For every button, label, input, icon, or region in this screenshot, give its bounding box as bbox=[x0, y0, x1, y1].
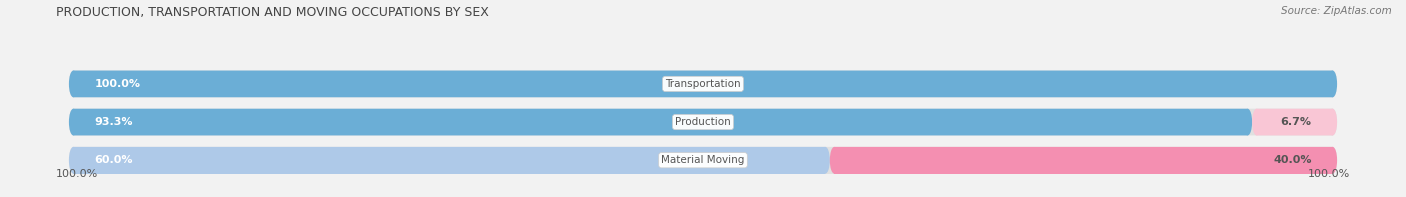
Text: 93.3%: 93.3% bbox=[94, 117, 132, 127]
Bar bbox=[73, 147, 1333, 174]
Ellipse shape bbox=[821, 147, 830, 174]
Bar bbox=[73, 109, 1333, 136]
Text: 100.0%: 100.0% bbox=[56, 169, 98, 179]
Ellipse shape bbox=[1329, 109, 1337, 136]
Bar bbox=[73, 71, 1333, 97]
Text: Source: ZipAtlas.com: Source: ZipAtlas.com bbox=[1281, 6, 1392, 16]
Ellipse shape bbox=[1329, 109, 1337, 136]
Bar bbox=[834, 147, 1333, 174]
FancyBboxPatch shape bbox=[73, 71, 1333, 97]
Ellipse shape bbox=[1329, 147, 1337, 174]
Ellipse shape bbox=[1329, 71, 1337, 97]
Ellipse shape bbox=[69, 147, 77, 174]
Text: 100.0%: 100.0% bbox=[94, 79, 141, 89]
Ellipse shape bbox=[69, 71, 77, 97]
Text: PRODUCTION, TRANSPORTATION AND MOVING OCCUPATIONS BY SEX: PRODUCTION, TRANSPORTATION AND MOVING OC… bbox=[56, 6, 489, 19]
Text: Production: Production bbox=[675, 117, 731, 127]
FancyBboxPatch shape bbox=[73, 109, 1247, 136]
Bar bbox=[73, 147, 825, 174]
Ellipse shape bbox=[1243, 109, 1253, 136]
FancyBboxPatch shape bbox=[73, 147, 1333, 174]
Text: 6.7%: 6.7% bbox=[1281, 117, 1312, 127]
Ellipse shape bbox=[1329, 147, 1337, 174]
FancyBboxPatch shape bbox=[73, 109, 1333, 136]
Ellipse shape bbox=[830, 147, 839, 174]
Text: 60.0%: 60.0% bbox=[94, 155, 132, 165]
FancyBboxPatch shape bbox=[73, 147, 825, 174]
FancyBboxPatch shape bbox=[1257, 109, 1333, 136]
Text: 40.0%: 40.0% bbox=[1274, 155, 1312, 165]
FancyBboxPatch shape bbox=[73, 71, 1333, 97]
Text: Material Moving: Material Moving bbox=[661, 155, 745, 165]
Ellipse shape bbox=[69, 71, 77, 97]
Text: 100.0%: 100.0% bbox=[1308, 169, 1350, 179]
Ellipse shape bbox=[1253, 109, 1261, 136]
Ellipse shape bbox=[69, 109, 77, 136]
Bar bbox=[73, 71, 1333, 97]
Ellipse shape bbox=[1329, 71, 1337, 97]
Text: Transportation: Transportation bbox=[665, 79, 741, 89]
Bar bbox=[1257, 109, 1333, 136]
Bar bbox=[73, 109, 1247, 136]
Ellipse shape bbox=[69, 147, 77, 174]
Ellipse shape bbox=[69, 109, 77, 136]
FancyBboxPatch shape bbox=[834, 147, 1333, 174]
